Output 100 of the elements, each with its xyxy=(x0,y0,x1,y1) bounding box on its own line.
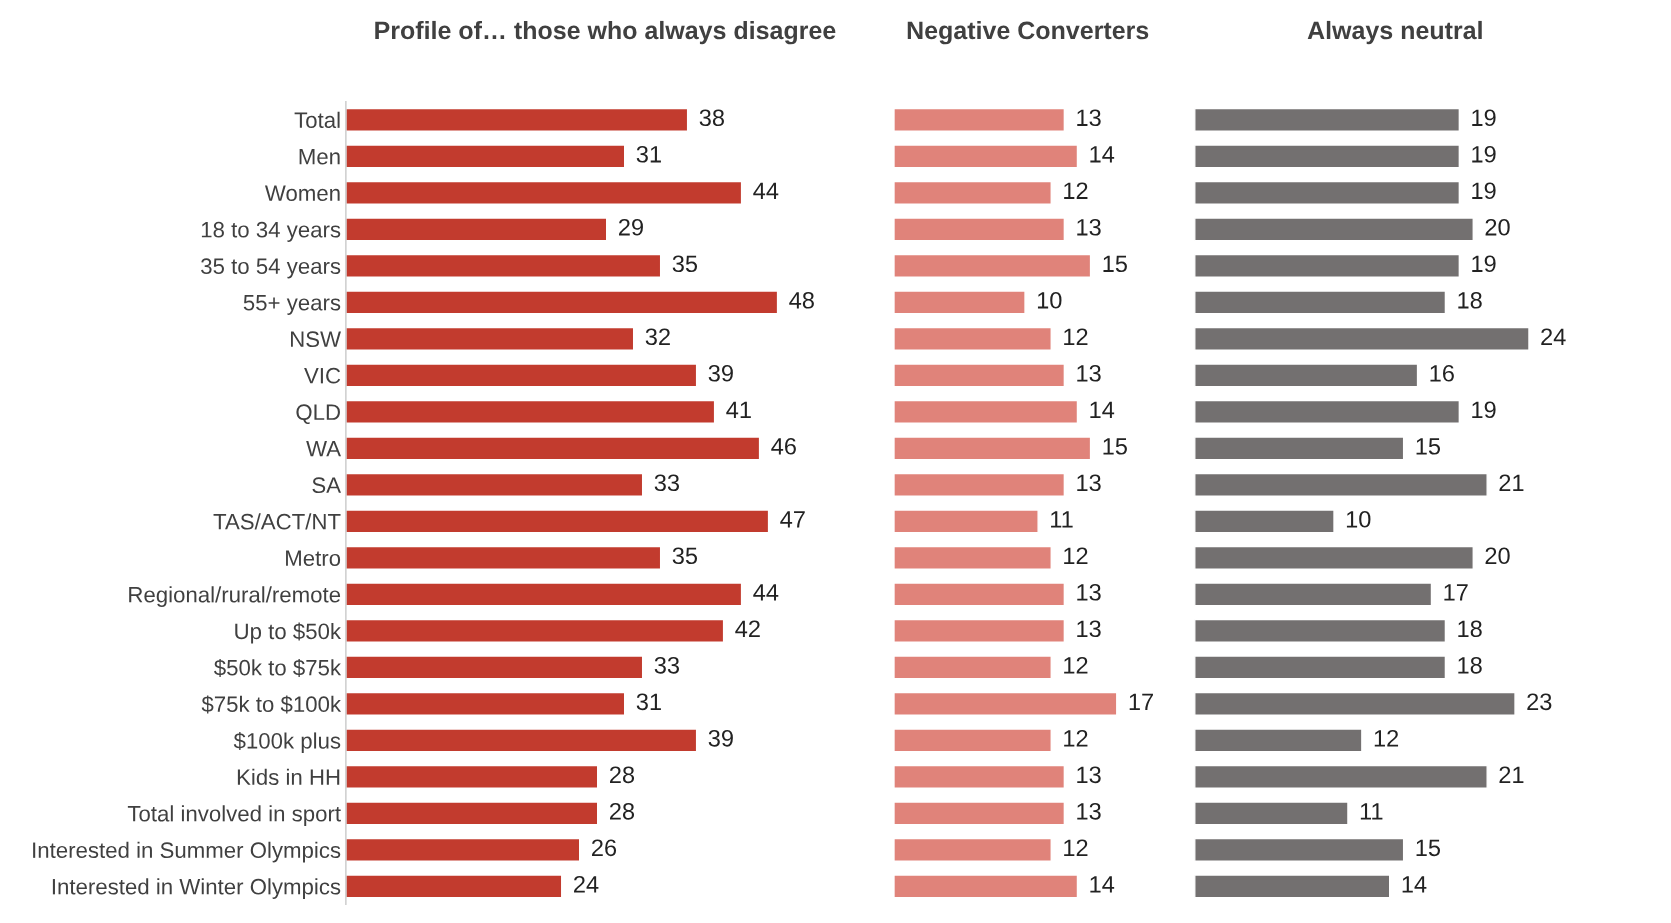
bar xyxy=(345,801,599,826)
bar xyxy=(1194,801,1349,826)
bar xyxy=(893,180,1052,205)
bar xyxy=(345,691,626,716)
bar xyxy=(893,436,1092,461)
y-tick-label: 35 to 54 years xyxy=(201,258,341,279)
bar xyxy=(345,180,743,205)
data-label: 28 xyxy=(610,766,635,784)
data-label: 47 xyxy=(780,511,805,528)
data-label: 15 xyxy=(1416,438,1441,455)
bar xyxy=(1194,144,1461,169)
bar xyxy=(345,509,770,534)
y-tick-label: Regional/rural/remote xyxy=(129,586,341,607)
bar xyxy=(893,655,1052,680)
bar xyxy=(893,764,1066,789)
bar xyxy=(893,801,1066,826)
data-label: 31 xyxy=(636,693,661,711)
bar xyxy=(893,472,1066,497)
bar xyxy=(893,582,1066,607)
data-label: 14 xyxy=(1090,146,1115,163)
bar xyxy=(345,144,626,169)
data-label: 35 xyxy=(672,547,698,565)
data-label: 14 xyxy=(1402,876,1427,893)
data-label: 12 xyxy=(1064,729,1088,747)
data-label: 13 xyxy=(1077,109,1101,127)
y-tick-label: Men xyxy=(299,149,340,165)
y-tick-label: WA xyxy=(306,441,341,457)
bar xyxy=(345,874,563,899)
bar xyxy=(893,837,1052,862)
bar xyxy=(345,618,725,643)
bar xyxy=(1194,618,1447,643)
bar xyxy=(1194,363,1419,388)
y-tick-label: SA xyxy=(312,477,341,494)
chart-title: Negative Converters xyxy=(907,20,1149,45)
data-label: 18 xyxy=(1458,656,1482,674)
data-label: 13 xyxy=(1077,583,1101,601)
data-label: 12 xyxy=(1064,547,1088,564)
data-label: 13 xyxy=(1077,474,1101,492)
bar xyxy=(1194,399,1461,424)
data-label: 12 xyxy=(1064,328,1088,345)
bar xyxy=(893,509,1039,534)
bar xyxy=(893,399,1079,424)
bar xyxy=(893,326,1052,351)
bar xyxy=(345,217,608,242)
data-label: 13 xyxy=(1077,364,1101,382)
y-tick-label: Women xyxy=(264,185,340,202)
data-label: 24 xyxy=(1541,328,1566,345)
data-label: 19 xyxy=(1472,182,1496,200)
bar xyxy=(1194,691,1516,716)
y-tick-label: Total xyxy=(294,111,340,129)
data-label: 44 xyxy=(753,182,779,199)
bar xyxy=(345,363,698,388)
y-tick-label: QLD xyxy=(296,404,340,425)
bar xyxy=(345,837,581,862)
y-tick-label: 55+ years xyxy=(243,295,341,315)
bar xyxy=(893,217,1066,242)
bar xyxy=(345,290,779,315)
data-label: 16 xyxy=(1430,364,1454,382)
data-label: 32 xyxy=(645,328,670,346)
data-label: 12 xyxy=(1064,839,1088,856)
data-label: 11 xyxy=(1360,803,1383,820)
bar xyxy=(1194,472,1488,497)
bar xyxy=(893,107,1066,132)
data-label: 14 xyxy=(1090,876,1115,893)
data-label: 20 xyxy=(1485,547,1510,565)
y-tick-label: NSW xyxy=(291,331,341,348)
y-tick-label: Interested in Winter Olympics xyxy=(52,878,341,899)
data-label: 20 xyxy=(1485,218,1510,236)
bar xyxy=(1194,290,1447,315)
bar xyxy=(893,253,1092,278)
data-label: 29 xyxy=(619,218,643,236)
data-label: 33 xyxy=(654,474,680,492)
data-label: 13 xyxy=(1077,218,1101,236)
data-label: 21 xyxy=(1499,474,1524,491)
data-label: 13 xyxy=(1077,802,1101,820)
data-label: 19 xyxy=(1472,401,1496,419)
data-label: 39 xyxy=(708,364,733,382)
bar xyxy=(893,363,1066,388)
bar xyxy=(345,728,698,753)
bar xyxy=(345,436,761,461)
bar xyxy=(1194,180,1461,205)
data-label: 17 xyxy=(1129,693,1153,710)
data-label: 31 xyxy=(636,145,661,163)
bar xyxy=(345,253,662,278)
data-label: 38 xyxy=(699,109,724,127)
bar xyxy=(1194,545,1474,570)
bar xyxy=(1194,217,1474,242)
data-label: 19 xyxy=(1472,255,1496,273)
bar xyxy=(345,399,716,424)
y-tick-label: 18 to 34 years xyxy=(201,221,341,242)
data-label: 15 xyxy=(1416,839,1441,857)
bar xyxy=(893,545,1052,570)
bar xyxy=(345,582,743,607)
data-label: 18 xyxy=(1458,620,1482,638)
bar xyxy=(1194,837,1405,862)
bar xyxy=(893,144,1079,169)
y-tick-label: Total involved in sport xyxy=(127,805,341,826)
y-tick-label: $50k to $75k xyxy=(214,658,342,677)
bar xyxy=(1194,874,1391,899)
data-label: 24 xyxy=(574,875,599,893)
